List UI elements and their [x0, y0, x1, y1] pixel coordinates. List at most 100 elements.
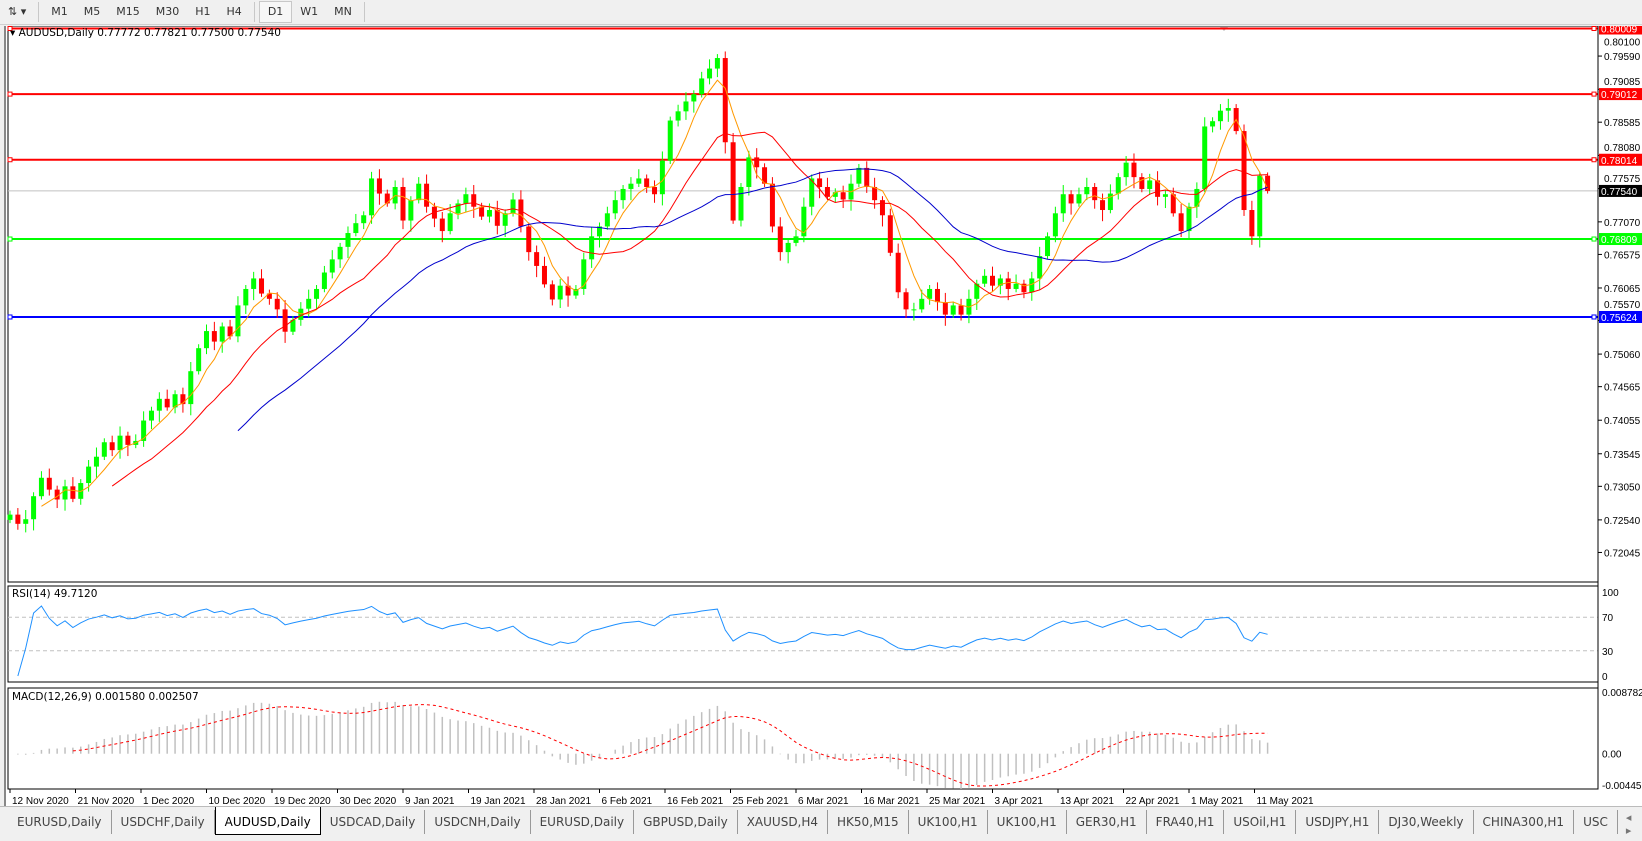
timeframe-mn[interactable]: MN	[334, 5, 352, 18]
level-handle-icon	[1591, 236, 1597, 242]
chart-tab[interactable]: DJ30,Weekly	[1379, 810, 1474, 834]
candle-body	[62, 486, 68, 500]
date-tick-label: 9 Jan 2021	[405, 796, 455, 806]
chart-tab[interactable]: HK50,M15	[828, 810, 909, 834]
symbol-label: AUDUSD,Daily	[18, 27, 94, 39]
candle	[793, 229, 799, 247]
rsi-panel-frame	[7, 585, 1599, 683]
date-tick-label: 25 Mar 2021	[929, 796, 986, 806]
price-tick-label: 0.79590	[1604, 52, 1641, 63]
candle	[652, 180, 658, 203]
toolbar-separator	[38, 2, 40, 22]
timeframe-h1[interactable]: H1	[195, 5, 211, 18]
candle	[471, 185, 477, 218]
chart-tab[interactable]: USC	[1574, 810, 1618, 834]
chart-tab[interactable]: USDCNH,Daily	[425, 810, 531, 834]
chart-tab[interactable]: FRA40,H1	[1147, 810, 1225, 834]
toolbar-separator	[253, 2, 255, 22]
candle	[636, 169, 642, 187]
candle-body	[337, 246, 343, 260]
level-handle-icon	[1591, 26, 1597, 31]
candle-body	[541, 265, 547, 285]
date-tick-label: 1 May 2021	[1191, 796, 1244, 806]
candle-body	[486, 210, 492, 217]
chart-menu-icon[interactable]: ▾	[10, 27, 16, 39]
candle-body	[1052, 213, 1058, 237]
price-chart[interactable]: 0.80100 0.79590 0.79085 0.78585 0.78080 0.775…	[6, 26, 1642, 806]
chart-tab[interactable]: GBPUSD,Daily	[634, 810, 738, 834]
chart-tab[interactable]: USOil,H1	[1224, 810, 1297, 834]
moving-average-line	[41, 79, 1269, 507]
timeframe-m1[interactable]: M1	[51, 5, 68, 18]
timeframe-m5[interactable]: M5	[83, 5, 101, 18]
candle-body	[376, 178, 382, 194]
timeframe-w1[interactable]: W1	[300, 5, 319, 18]
chart-tools-icon[interactable]: ⇅ ▾	[8, 5, 27, 18]
candle-body	[714, 58, 720, 69]
date-tick-label: 16 Mar 2021	[864, 796, 921, 806]
date-tick-label: 6 Mar 2021	[798, 796, 849, 806]
candle	[282, 300, 288, 343]
chart-tab[interactable]: EURUSD,Daily	[8, 810, 112, 834]
chart-tab[interactable]: EURUSD,Daily	[531, 810, 635, 834]
chart-tab[interactable]: CHINA300,H1	[1474, 810, 1575, 834]
candle-body	[879, 200, 885, 216]
price-tick-label: 0.77575	[1604, 174, 1641, 185]
chart-tab[interactable]: UK100,H1	[909, 810, 988, 834]
candle	[164, 389, 170, 411]
candle	[691, 90, 697, 113]
macd-tick-label: 0.008782	[1602, 688, 1642, 699]
candle-body	[762, 167, 768, 184]
tab-scroll-arrows[interactable]: ◂ ▸	[1625, 811, 1632, 837]
price-tick-label: 0.79085	[1604, 77, 1641, 88]
candle-body	[628, 183, 634, 189]
timeframe-m30[interactable]: M30	[155, 5, 180, 18]
rsi-tick-label: 0	[1602, 672, 1608, 683]
candle	[667, 116, 673, 164]
price-tick-label: 0.75570	[1604, 300, 1641, 311]
candle	[156, 392, 162, 422]
candle	[345, 226, 351, 259]
candle-body	[125, 435, 131, 445]
timeframe-m15[interactable]: M15	[116, 5, 140, 18]
date-tick-label: 30 Dec 2020	[340, 796, 397, 806]
macd-tick-label: -0.004451	[1602, 781, 1642, 792]
timeframe-h4[interactable]: H4	[226, 5, 242, 18]
candle	[306, 289, 312, 318]
candle-body	[636, 178, 642, 184]
chart-tab[interactable]: USDCAD,Daily	[321, 810, 426, 834]
candle-body	[1107, 193, 1113, 211]
candle-body	[1092, 186, 1098, 201]
candle-body	[471, 194, 477, 207]
chart-window[interactable]: 0.80100 0.79590 0.79085 0.78585 0.78080 0.775…	[4, 26, 1642, 806]
candle-body	[235, 305, 241, 337]
level-handle-icon	[1591, 157, 1597, 163]
timeframe-d1[interactable]: D1	[258, 1, 293, 23]
candle-body	[777, 226, 783, 253]
candle-body	[801, 206, 807, 237]
candle-body	[974, 283, 980, 299]
chart-tab[interactable]: USDCHF,Daily	[112, 810, 215, 834]
candle-body	[1155, 180, 1161, 197]
chart-tab[interactable]: XAUUSD,H4	[738, 810, 829, 834]
candle	[518, 190, 524, 233]
candle-body	[903, 292, 909, 310]
chart-tab[interactable]: GER30,H1	[1067, 810, 1147, 834]
candle-body	[597, 226, 602, 237]
level-handle-icon	[7, 236, 13, 242]
candle	[125, 431, 131, 457]
chart-header: ▾ AUDUSD,Daily 0.77772 0.77821 0.77500 0…	[10, 27, 281, 39]
chart-tab[interactable]: USDJPY,H1	[1296, 810, 1380, 834]
candle	[581, 252, 587, 295]
candle-body	[502, 213, 508, 226]
moving-average-line	[111, 131, 1268, 487]
candle-body	[243, 288, 249, 306]
candle-body	[31, 496, 37, 520]
chart-tab[interactable]: UK100,H1	[988, 810, 1067, 834]
date-tick-label: 19 Dec 2020	[274, 796, 331, 806]
level-handle-icon	[7, 314, 13, 320]
candle	[785, 238, 791, 264]
level-price-badge	[1599, 310, 1642, 323]
date-tick-label: 11 May 2021	[1257, 796, 1315, 806]
chart-tab[interactable]: AUDUSD,Daily	[214, 807, 321, 835]
